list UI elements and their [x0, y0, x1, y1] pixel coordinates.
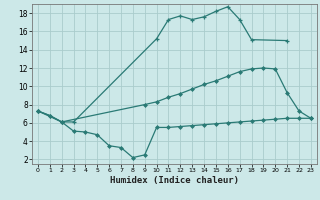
X-axis label: Humidex (Indice chaleur): Humidex (Indice chaleur): [110, 176, 239, 185]
